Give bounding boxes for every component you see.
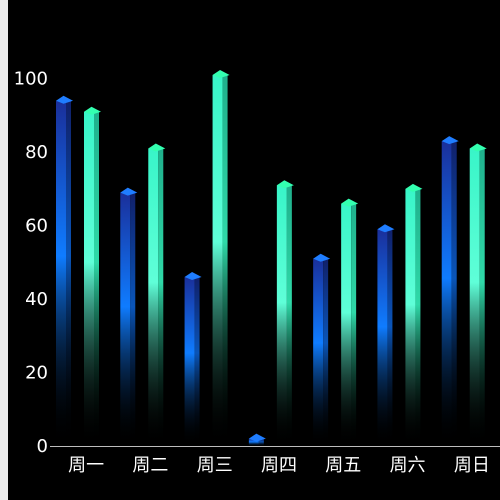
chart-container: 0 20 40 60 80 100 周一 周二 周三 周四 周五 周六 周日 [8, 0, 500, 500]
bar-front-face [84, 111, 94, 447]
x-tick-label: 周五 [325, 455, 361, 476]
bar-top-cap [405, 183, 423, 192]
bar [84, 106, 101, 447]
bar-top-cap [441, 136, 459, 145]
bar [184, 272, 202, 446]
bar-side-face [66, 100, 71, 446]
bar-side-face [130, 192, 136, 446]
bar-top-cap [84, 106, 101, 115]
bar-side-face [222, 75, 228, 447]
y-tick-label: 60 [25, 216, 48, 237]
y-tick-label: 0 [37, 436, 48, 457]
x-tick-label: 周日 [454, 455, 490, 476]
bar [341, 198, 359, 446]
bar-side-face [286, 185, 292, 446]
bar [56, 95, 73, 446]
bar-front-face [469, 148, 480, 446]
bar [248, 433, 266, 446]
bar-front-face [56, 100, 66, 446]
bar-front-face [341, 203, 352, 446]
bar [377, 224, 395, 446]
bar-top-cap [120, 187, 138, 196]
bar-front-face [184, 277, 195, 446]
y-tick-label: 80 [25, 142, 48, 163]
bar [441, 136, 459, 446]
bar-front-face [120, 192, 131, 446]
bar-side-face [479, 148, 485, 446]
x-tick-label: 周三 [197, 455, 233, 476]
bar [313, 253, 331, 446]
bar-side-face [415, 188, 421, 446]
x-axis-ticks: 周一 周二 周三 周四 周五 周六 周日 [68, 455, 490, 476]
y-tick-label: 20 [25, 363, 48, 384]
bar-chart: 0 20 40 60 80 100 周一 周二 周三 周四 周五 周六 周日 [14, 69, 500, 476]
bar-side-face [451, 141, 457, 446]
bar-side-face [387, 229, 393, 446]
y-axis-ticks: 0 20 40 60 80 100 [14, 69, 48, 457]
x-tick-label: 周一 [68, 455, 104, 476]
bar-front-face [148, 148, 159, 446]
bar-top-cap [377, 224, 395, 233]
bar-front-face [313, 258, 324, 446]
bar-side-face [323, 258, 329, 446]
bar-top-cap [184, 272, 202, 281]
y-tick-label: 100 [14, 69, 48, 90]
bar-front-face [405, 188, 416, 446]
bar-top-cap [56, 95, 73, 104]
bar [120, 187, 138, 446]
bar-front-face [441, 141, 452, 446]
bar-side-face [158, 148, 164, 446]
x-tick-label: 周二 [132, 455, 168, 476]
bar-front-face [212, 75, 223, 447]
bar [469, 143, 487, 446]
bar-top-cap [212, 70, 230, 79]
bar-top-cap [469, 143, 487, 152]
y-tick-label: 40 [25, 289, 48, 310]
bar-top-cap [341, 198, 359, 207]
bar-front-face [248, 438, 259, 446]
bar [212, 70, 230, 447]
bar-front-face [276, 185, 287, 446]
bar-side-face [94, 111, 99, 447]
bar-front-face [377, 229, 388, 446]
bar-side-face [194, 277, 200, 446]
bars-layer [56, 70, 487, 447]
bar [276, 180, 294, 446]
x-tick-label: 周六 [390, 455, 426, 476]
bar-top-cap [313, 253, 331, 262]
bar-top-cap [148, 143, 166, 152]
bar-top-cap [248, 433, 266, 442]
bar-side-face [258, 438, 264, 446]
bar-top-cap [276, 180, 294, 189]
bar [148, 143, 166, 446]
bar-side-face [351, 203, 357, 446]
bar [405, 183, 423, 446]
x-tick-label: 周四 [261, 455, 297, 476]
